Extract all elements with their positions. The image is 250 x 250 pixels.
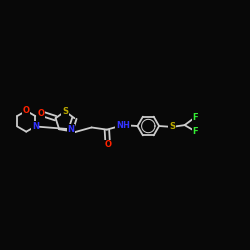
Text: O: O <box>38 109 44 118</box>
Text: F: F <box>193 112 198 122</box>
Text: O: O <box>23 106 30 115</box>
Text: S: S <box>62 107 68 116</box>
Text: N: N <box>67 125 74 134</box>
Text: S: S <box>169 122 175 132</box>
Text: NH: NH <box>116 120 130 130</box>
Text: O: O <box>104 140 111 149</box>
Text: F: F <box>193 127 198 136</box>
Text: N: N <box>32 122 39 131</box>
